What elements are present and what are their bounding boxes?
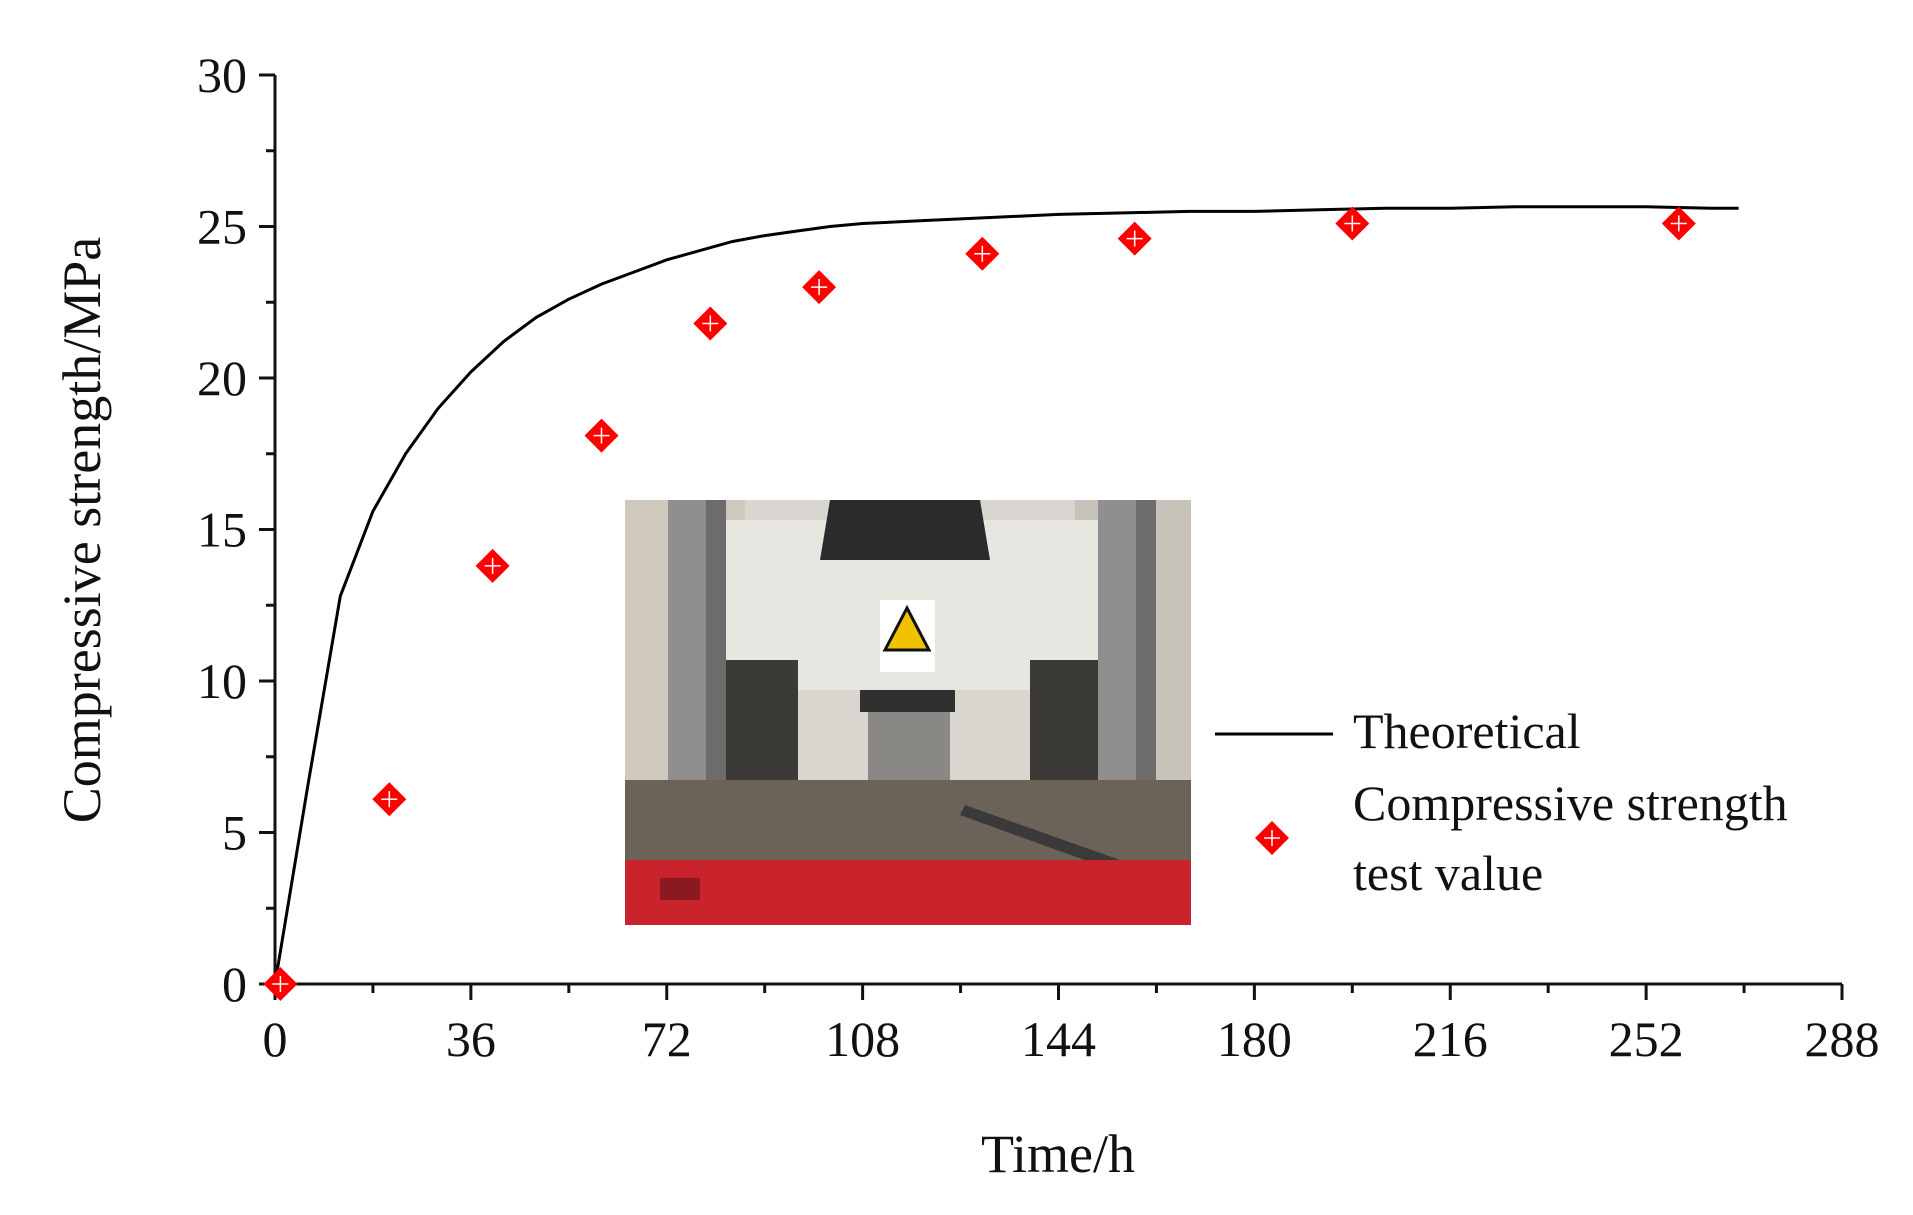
y-tick-label: 20 — [197, 350, 247, 406]
inset-column-left-shade — [706, 500, 726, 830]
x-tick-label: 144 — [1021, 1011, 1096, 1067]
y-tick-label: 15 — [197, 502, 247, 558]
y-tick-label: 30 — [197, 47, 247, 103]
warning-icon — [882, 604, 932, 652]
legend-label-test-line1: Compressive strength — [1353, 775, 1788, 831]
test-value-point — [1335, 206, 1370, 241]
y-tick-label: 10 — [197, 653, 247, 709]
y-axis-title: Compressive strength/MPa — [52, 237, 112, 823]
legend: Theoretical Compressive strength test va… — [1215, 703, 1788, 901]
test-value-point — [1117, 221, 1152, 256]
inset-debris-rod — [960, 805, 1120, 870]
inset-photo — [625, 500, 1191, 925]
test-value-point — [475, 548, 510, 583]
inset-base-plate — [625, 780, 1191, 860]
x-tick-label: 108 — [825, 1011, 900, 1067]
legend-label-test-line2: test value — [1353, 845, 1543, 901]
test-value-points — [263, 206, 1696, 1001]
x-tick-label: 72 — [642, 1011, 692, 1067]
legend-marker-swatch — [1255, 821, 1289, 855]
legend-label-theoretical: Theoretical — [1353, 703, 1581, 759]
inset-lower-frame-right — [1030, 660, 1098, 790]
test-value-point — [372, 782, 407, 817]
inset-lower-frame-left — [726, 660, 798, 790]
theoretical-curve — [273, 205, 1739, 985]
x-tick-label: 180 — [1217, 1011, 1292, 1067]
y-tick-label: 25 — [197, 199, 247, 255]
inset-upper-clamp — [820, 500, 990, 560]
inset-column-right-shade — [1136, 500, 1156, 830]
y-ticks: 0 5 10 15 20 25 30 — [197, 47, 275, 1012]
x-tick-label: 36 — [446, 1011, 496, 1067]
x-ticks: 0 36 72 108 144 180 216 252 288 — [263, 984, 1880, 1067]
inset-red-base — [625, 860, 1191, 925]
test-value-point — [802, 270, 837, 305]
x-tick-label: 0 — [263, 1011, 288, 1067]
inset-red-base-label — [660, 878, 700, 900]
test-value-point — [263, 967, 298, 1001]
x-tick-label: 252 — [1609, 1011, 1684, 1067]
y-tick-label: 0 — [222, 956, 247, 1012]
x-tick-label: 288 — [1805, 1011, 1880, 1067]
x-tick-label: 216 — [1413, 1011, 1488, 1067]
test-value-point — [584, 418, 619, 453]
test-value-point — [965, 236, 1000, 271]
y-tick-label: 5 — [222, 805, 247, 861]
inset-upper-platen — [860, 690, 955, 712]
test-value-point — [1661, 206, 1696, 241]
test-value-point — [693, 306, 728, 341]
inset-specimen-cube — [868, 712, 950, 790]
x-axis-title: Time/h — [981, 1124, 1135, 1184]
